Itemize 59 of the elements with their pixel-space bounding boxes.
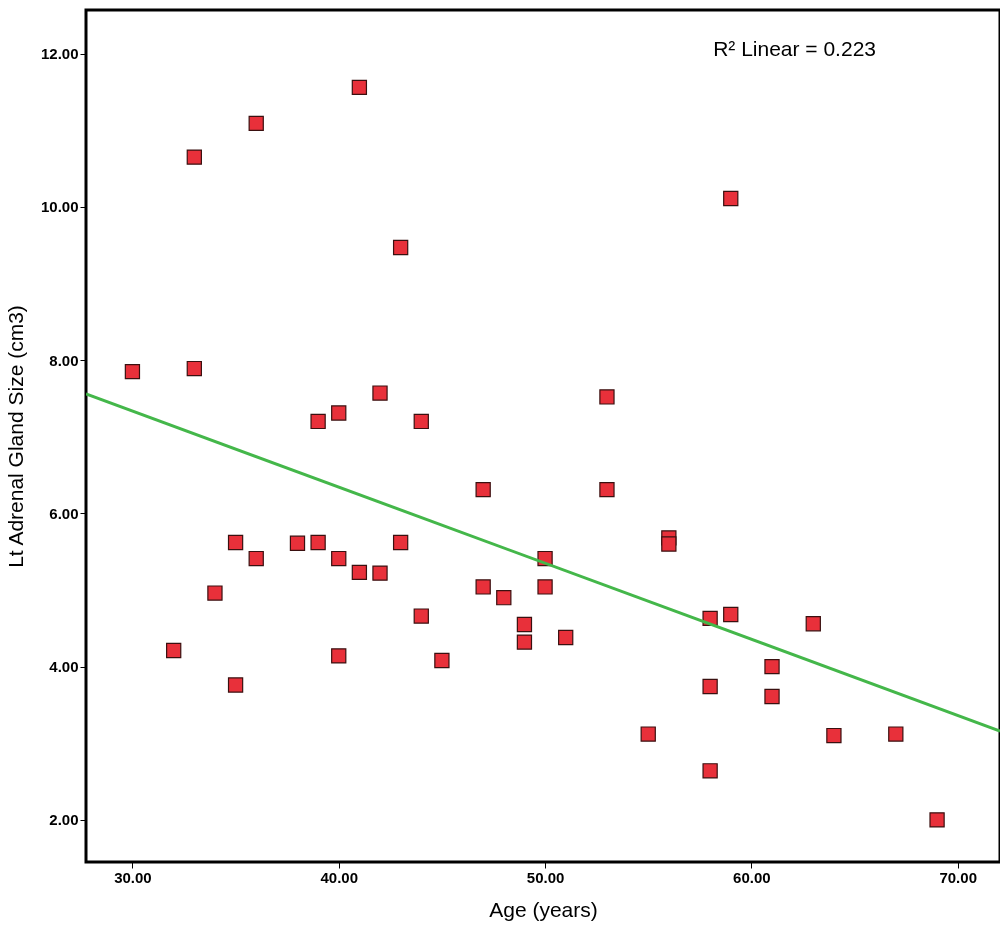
point [372,385,388,401]
x-axis-title: Age (years) [489,897,598,921]
point [558,629,574,646]
y-axis-title: Lt Adrenal Gland Size (cm3) [3,305,27,568]
point [599,389,615,405]
point [702,763,718,779]
point [537,579,553,595]
point [248,115,264,132]
point [516,634,533,650]
point [331,405,347,421]
point [331,648,347,664]
point [888,726,904,742]
point [351,564,368,581]
point [599,481,615,498]
point [207,585,223,601]
y-tick-label: 6.00 [49,504,79,522]
y-tick-label: 10.00 [40,198,79,216]
point [661,536,677,552]
point [805,616,821,632]
x-tick-label: 60.00 [733,868,771,886]
point [372,565,388,581]
point [392,534,409,551]
point [826,727,842,744]
point [331,550,347,567]
y-tick-label: 2.00 [49,811,79,829]
point [413,413,429,430]
point [434,652,450,669]
y-tick-label: 4.00 [49,658,79,676]
point [227,534,244,551]
point [516,616,533,633]
point [248,550,264,567]
point [351,79,368,96]
point [310,413,326,430]
point [764,688,780,705]
point [723,606,739,623]
point [310,534,326,551]
point [640,726,656,742]
y-tick-label: 12.00 [40,45,79,63]
x-tick-label: 70.00 [939,868,977,886]
point [475,579,491,595]
x-tick-label: 40.00 [320,868,359,886]
x-tick-label: 50.00 [526,868,565,886]
y-tick-label: 8.00 [49,351,79,369]
point [702,678,718,695]
point [227,677,244,693]
point [496,589,512,606]
point [289,535,306,551]
point [392,239,409,256]
point [186,149,202,165]
x-tick-label: 30.00 [114,868,152,886]
point [929,812,945,828]
point [475,481,491,498]
point [166,642,182,659]
point [186,360,202,377]
point [764,658,780,675]
point [413,608,429,624]
point [723,190,739,207]
annotation: R² Linear = 0.223 [713,37,876,60]
point [124,363,141,380]
